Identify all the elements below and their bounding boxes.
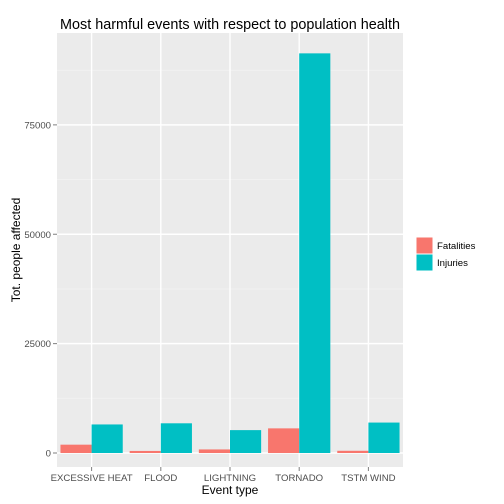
chart-title: Most harmful events with respect to popu…	[60, 17, 400, 33]
bar-fatalities-tstm-wind	[337, 450, 369, 453]
x-tick-label: TORNADO	[275, 473, 323, 484]
x-axis: EXCESSIVE HEAT FLOOD LIGHTNING TORNADO TSTM …	[51, 467, 396, 484]
x-tick-label: FLOOD	[144, 473, 177, 484]
legend-swatch-injuries	[416, 254, 433, 271]
x-tick-label: EXCESSIVE HEAT	[51, 473, 133, 484]
legend-label-fatalities: Fatalities	[437, 241, 476, 252]
y-axis: 0 25000 50000 75000	[24, 120, 57, 460]
x-tick-label: TSTM WIND	[341, 473, 395, 484]
legend-swatch-fatalities	[416, 237, 433, 254]
y-tick-label: 75000	[24, 120, 51, 131]
bar-injuries-excessive-heat	[91, 424, 123, 453]
bar-injuries-flood	[160, 423, 192, 453]
bar-injuries-lightning	[230, 430, 262, 453]
bars	[60, 53, 400, 454]
legend-label-injuries: Injuries	[437, 258, 468, 269]
x-axis-title: Event type	[202, 483, 259, 497]
bar-fatalities-excessive-heat	[60, 444, 92, 453]
bar-fatalities-flood	[129, 450, 161, 453]
x-tick-label: LIGHTNING	[204, 473, 256, 484]
bar-injuries-tornado	[299, 53, 331, 454]
legend: Fatalities Injuries	[415, 236, 476, 272]
y-tick-label: 50000	[24, 230, 51, 241]
y-axis-title: Tot. people affected	[9, 198, 23, 303]
y-tick-label: 0	[46, 449, 51, 460]
bar-injuries-tstm-wind	[368, 422, 400, 453]
bar-fatalities-tornado	[268, 428, 300, 453]
y-tick-label: 25000	[24, 339, 51, 350]
bar-fatalities-lightning	[198, 449, 230, 453]
